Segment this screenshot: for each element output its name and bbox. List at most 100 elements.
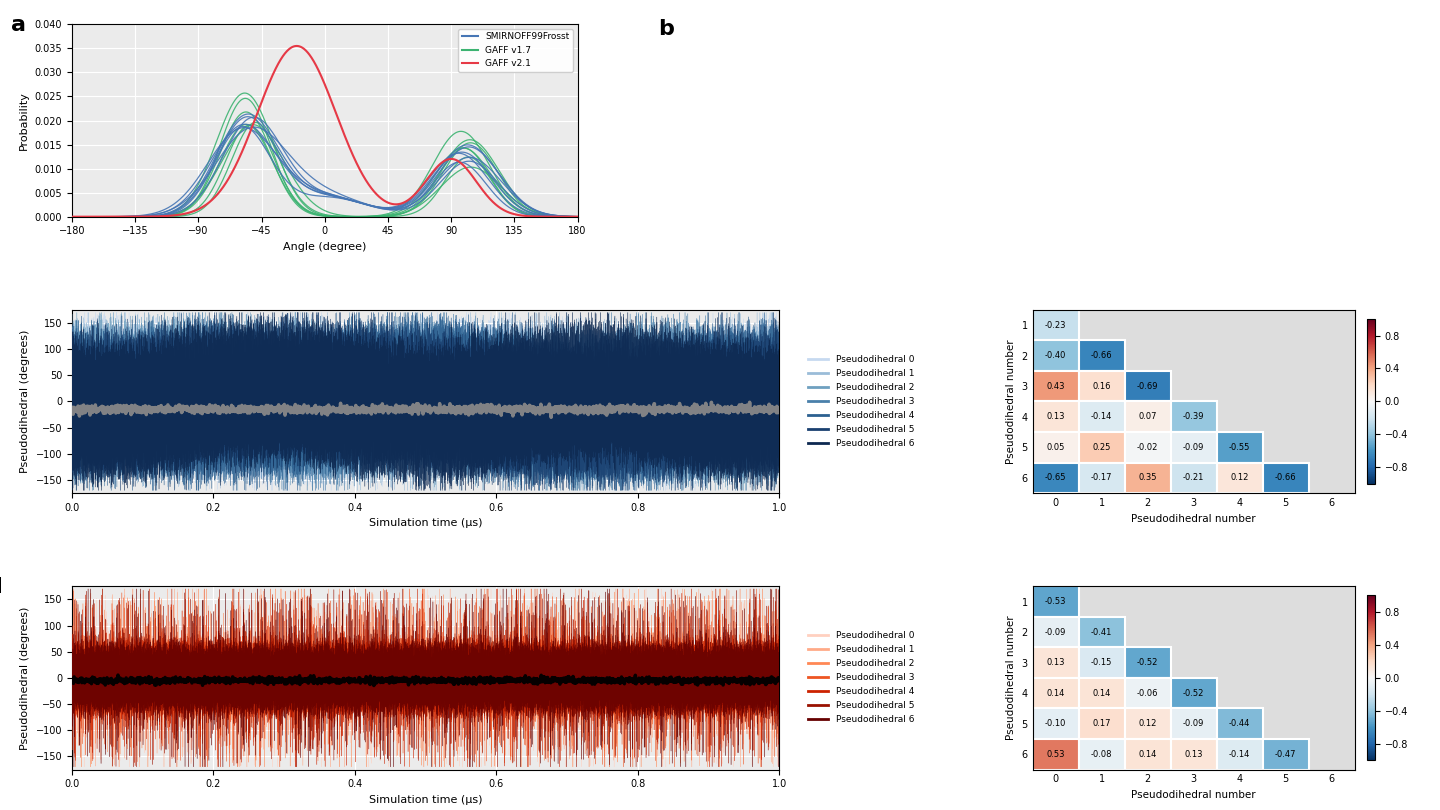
Text: 0.13: 0.13 <box>1185 750 1202 759</box>
Bar <box>1263 463 1309 493</box>
Bar <box>1125 709 1171 739</box>
X-axis label: Simulation time (μs): Simulation time (μs) <box>369 795 482 805</box>
Text: 0.13: 0.13 <box>1047 412 1066 421</box>
Bar <box>1171 678 1217 709</box>
Text: 0.12: 0.12 <box>1231 473 1248 482</box>
Bar <box>1171 739 1217 770</box>
Text: 0.43: 0.43 <box>1047 382 1066 390</box>
Y-axis label: Pseudodihedral number: Pseudodihedral number <box>1007 339 1017 464</box>
Text: -0.15: -0.15 <box>1092 658 1112 667</box>
Bar <box>1032 463 1079 493</box>
Bar <box>1079 616 1125 647</box>
Y-axis label: Pseudodihedral (degrees): Pseudodihedral (degrees) <box>20 330 30 473</box>
Bar <box>1032 402 1079 432</box>
Bar <box>1079 371 1125 402</box>
Bar <box>1125 463 1171 493</box>
Text: d: d <box>0 577 3 597</box>
Text: -0.69: -0.69 <box>1138 382 1158 390</box>
Bar <box>1171 402 1217 432</box>
Bar <box>1125 678 1171 709</box>
Bar <box>1079 739 1125 770</box>
Bar <box>1032 739 1079 770</box>
Bar <box>1032 709 1079 739</box>
Bar <box>1032 616 1079 647</box>
Text: 0.14: 0.14 <box>1047 688 1064 697</box>
Text: 0.53: 0.53 <box>1047 750 1066 759</box>
Text: -0.14: -0.14 <box>1230 750 1250 759</box>
Text: -0.09: -0.09 <box>1184 443 1204 452</box>
Text: -0.23: -0.23 <box>1045 321 1067 330</box>
Text: 0.12: 0.12 <box>1139 719 1156 728</box>
Bar <box>1032 586 1079 616</box>
Bar <box>1217 739 1263 770</box>
Text: -0.17: -0.17 <box>1092 473 1113 482</box>
Bar <box>1217 463 1263 493</box>
Text: 0.35: 0.35 <box>1139 473 1156 482</box>
Bar <box>1032 340 1079 371</box>
Text: 0.14: 0.14 <box>1093 688 1110 697</box>
Text: -0.02: -0.02 <box>1138 443 1158 452</box>
Text: -0.53: -0.53 <box>1045 597 1067 606</box>
Text: 0.07: 0.07 <box>1139 412 1156 421</box>
Text: -0.21: -0.21 <box>1184 473 1204 482</box>
Bar <box>1032 371 1079 402</box>
Text: 0.17: 0.17 <box>1093 719 1110 728</box>
Bar <box>1079 463 1125 493</box>
Y-axis label: Pseudodihedral number: Pseudodihedral number <box>1007 616 1017 740</box>
Text: 0.13: 0.13 <box>1047 658 1066 667</box>
Text: -0.41: -0.41 <box>1092 628 1112 637</box>
X-axis label: Angle (degree): Angle (degree) <box>284 242 366 252</box>
Bar <box>1263 739 1309 770</box>
Text: -0.66: -0.66 <box>1092 352 1113 360</box>
Text: -0.06: -0.06 <box>1138 688 1158 697</box>
Text: -0.08: -0.08 <box>1092 750 1113 759</box>
Text: -0.55: -0.55 <box>1230 443 1250 452</box>
Text: -0.44: -0.44 <box>1230 719 1250 728</box>
Bar <box>1079 402 1125 432</box>
X-axis label: Pseudodihedral number: Pseudodihedral number <box>1132 790 1256 800</box>
Text: -0.09: -0.09 <box>1184 719 1204 728</box>
Text: -0.65: -0.65 <box>1045 473 1067 482</box>
Bar <box>1079 678 1125 709</box>
Y-axis label: Pseudodihedral (degrees): Pseudodihedral (degrees) <box>20 606 30 749</box>
Bar <box>1079 709 1125 739</box>
Text: 0.25: 0.25 <box>1093 443 1110 452</box>
Text: 0.05: 0.05 <box>1047 443 1064 452</box>
Bar <box>1125 371 1171 402</box>
Bar <box>1125 739 1171 770</box>
Text: 0.14: 0.14 <box>1139 750 1156 759</box>
X-axis label: Pseudodihedral number: Pseudodihedral number <box>1132 514 1256 523</box>
Text: -0.66: -0.66 <box>1274 473 1296 482</box>
Bar <box>1032 647 1079 678</box>
Bar <box>1171 432 1217 463</box>
Y-axis label: Probability: Probability <box>19 91 29 150</box>
Bar <box>1217 432 1263 463</box>
Text: -0.52: -0.52 <box>1138 658 1158 667</box>
Bar <box>1079 432 1125 463</box>
Bar <box>1125 647 1171 678</box>
Legend: SMIRNOFF99Frosst, GAFF v1.7, GAFF v2.1: SMIRNOFF99Frosst, GAFF v1.7, GAFF v2.1 <box>458 29 573 72</box>
Bar <box>1079 647 1125 678</box>
Bar <box>1217 709 1263 739</box>
Legend: Pseudodihedral 0, Pseudodihedral 1, Pseudodihedral 2, Pseudodihedral 3, Pseudodi: Pseudodihedral 0, Pseudodihedral 1, Pseu… <box>806 352 917 450</box>
Bar <box>1032 310 1079 340</box>
Bar <box>1125 402 1171 432</box>
Text: -0.40: -0.40 <box>1045 352 1067 360</box>
Text: -0.14: -0.14 <box>1092 412 1112 421</box>
Bar <box>1171 463 1217 493</box>
Bar <box>1079 340 1125 371</box>
Text: a: a <box>12 15 26 35</box>
Text: -0.39: -0.39 <box>1184 412 1204 421</box>
Text: -0.47: -0.47 <box>1274 750 1296 759</box>
Text: -0.10: -0.10 <box>1045 719 1067 728</box>
Text: -0.52: -0.52 <box>1184 688 1204 697</box>
Legend: Pseudodihedral 0, Pseudodihedral 1, Pseudodihedral 2, Pseudodihedral 3, Pseudodi: Pseudodihedral 0, Pseudodihedral 1, Pseu… <box>806 629 917 727</box>
Bar <box>1125 432 1171 463</box>
Bar <box>1032 678 1079 709</box>
Text: b: b <box>658 19 674 39</box>
Text: -0.09: -0.09 <box>1045 628 1067 637</box>
X-axis label: Simulation time (μs): Simulation time (μs) <box>369 518 482 528</box>
Text: 0.16: 0.16 <box>1093 382 1110 390</box>
Bar <box>1171 709 1217 739</box>
Bar <box>1032 432 1079 463</box>
